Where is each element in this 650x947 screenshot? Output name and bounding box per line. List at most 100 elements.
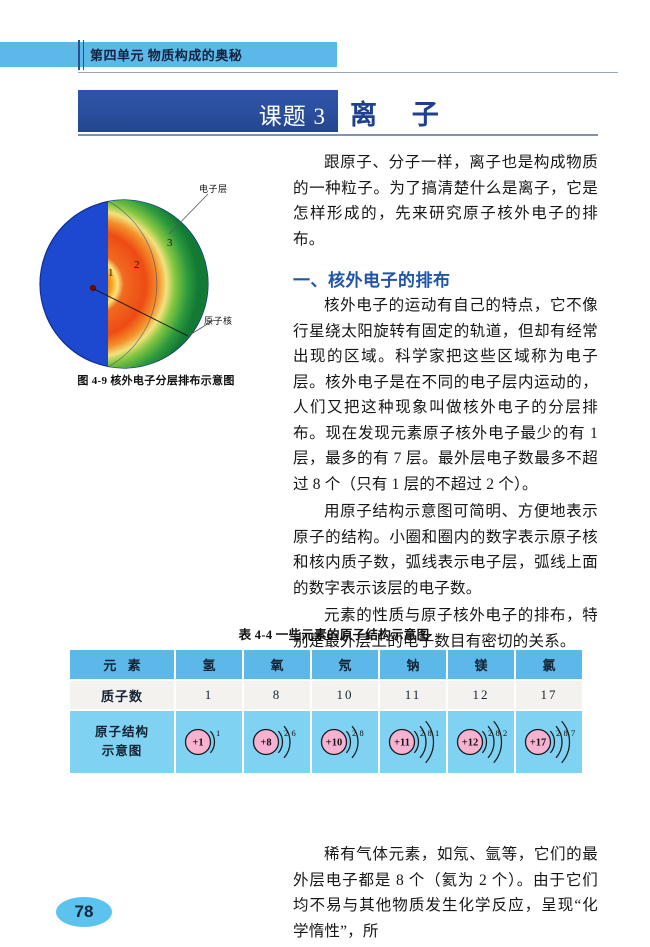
table-row-label-element: 元 素: [70, 650, 174, 679]
nucleus-circle: [184, 728, 212, 756]
table-cell-element: 钠: [380, 650, 446, 679]
atom-structure-diagram-cell: +1 1: [176, 711, 242, 773]
paragraph-noble-gases: 稀有气体元素，如氖、氩等，它们的最外层电子都是 8 个（氦为 2 个）。由于它们…: [293, 846, 598, 940]
closing-text-column: 稀有气体元素，如氖、氩等，它们的最外层电子都是 8 个（氦为 2 个）。由于它们…: [293, 842, 598, 946]
shell-number-3: 3: [167, 237, 173, 249]
table-cell-proton: 17: [516, 681, 582, 709]
table-row-label-proton: 质子数: [70, 681, 174, 709]
atom-cutaway-layers: [108, 200, 208, 368]
table-cell-element: 镁: [448, 650, 514, 679]
table-cell-proton: 11: [380, 681, 446, 709]
shell-electron-count: 2: [352, 728, 356, 738]
figure-atom-shell-diagram: 1 2 3 电子层 原子核: [36, 168, 276, 400]
atom-structure-diagram: +12 2 8 2: [456, 720, 507, 764]
table-cell-proton: 8: [244, 681, 310, 709]
shell-electron-count: 2: [488, 728, 492, 738]
table-cell-element: 氢: [176, 650, 242, 679]
lesson-title-text: 离 子: [350, 100, 453, 130]
paragraph-intro: 跟原子、分子一样，离子也是构成物质的一种粒子。为了搞清楚什么是离子，它是怎样形成…: [293, 154, 598, 248]
table-caption: 表 4-4 一些元素的原子结构示意图: [238, 628, 430, 642]
shell-electron-count: 2: [556, 728, 560, 738]
shell-electron-count: 1: [216, 728, 220, 738]
nucleus-charge-label: +8: [260, 738, 271, 749]
electron-shell-arc: [413, 730, 420, 754]
atom-structure-diagram: +17 2 8 7: [524, 720, 575, 764]
running-header-rule: [78, 40, 80, 70]
shell-electron-count: 8: [496, 728, 500, 738]
atom-structure-diagram: +11 2 8 1: [388, 720, 439, 764]
table-cell-element: 氧: [244, 650, 310, 679]
atom-structure-diagram-cell: +17 2 8 7: [516, 711, 582, 773]
nucleus-charge-label: +11: [394, 738, 410, 749]
table-row-label-diagram-line1: 原子结构: [94, 725, 149, 739]
leader-line-shell: [168, 193, 209, 235]
table-row-structure-diagrams: 原子结构 示意图 +1 1 +8 2 6 +10 2 8 +11 2 8 1 +12 2 8 2 +1…: [70, 711, 582, 773]
electron-shell-arc: [549, 730, 556, 754]
atom-structure-diagram-cell: +11 2 8 1: [380, 711, 446, 773]
atom-structure-diagram-cell: +10 2 8: [312, 711, 378, 773]
nucleus-charge-label: +1: [192, 738, 203, 749]
atom-structure-diagram: +10 2 8: [320, 725, 364, 759]
lesson-title-blue-block: 课题 3: [78, 90, 338, 132]
nucleus-charge-label: +12: [462, 738, 478, 749]
electron-shell-arc: [481, 730, 488, 754]
table-cell-element: 氖: [312, 650, 378, 679]
nucleus-charge-label: +17: [530, 738, 546, 749]
lesson-title-underline: [78, 134, 598, 136]
running-header-band: [0, 42, 337, 67]
shell-electron-count: 2: [503, 728, 507, 738]
paragraph-electron-motion: 核外电子的运动有自己的特点，它不像行星绕太阳旋转有固定的轨道，但却有经常出现的区…: [293, 297, 598, 493]
element-structure-table: 元 素 氢 氧 氖 钠 镁 氯 质子数 1 8 10 11 12 17 原子结构…: [68, 648, 584, 775]
lesson-title-bar: 课题 3 离 子: [78, 90, 598, 136]
section-heading-electron-arrangement: 一、核外电子的排布: [293, 271, 451, 290]
atom-structure-diagram: +8 2 6: [252, 725, 296, 759]
nucleus-circle: [524, 728, 552, 756]
electron-shell-arc: [283, 725, 291, 759]
atom-structure-diagram-cell: +12 2 8 2: [448, 711, 514, 773]
table-cell-proton: 12: [448, 681, 514, 709]
electron-shell-arc: [419, 725, 427, 759]
paragraph-structure-diagram: 用原子结构示意图可简明、方便地表示原子的结构。小圈和圈内的数字表示原子核和核内质…: [293, 503, 598, 597]
atom-structure-diagram: +1 1: [184, 728, 220, 756]
electron-shell-arc: [209, 730, 216, 754]
electron-shell-arc: [277, 730, 284, 754]
electron-shell-arc: [561, 720, 571, 764]
figure-label-nucleus: 原子核: [204, 316, 233, 326]
table-cell-element: 氯: [516, 650, 582, 679]
table-cell-proton: 1: [176, 681, 242, 709]
electron-shell-arc: [425, 720, 435, 764]
shell-electron-count: 2: [284, 728, 288, 738]
figure-label-electron-shell: 电子层: [199, 184, 228, 194]
shell-electron-count: 6: [292, 728, 296, 738]
electron-shell-arc: [493, 720, 503, 764]
table-cell-proton: 10: [312, 681, 378, 709]
nucleus-circle: [252, 728, 280, 756]
electron-shell-arc: [345, 730, 352, 754]
lesson-number-label: 课题 3: [258, 104, 326, 129]
leader-line-nucleus: [93, 288, 189, 337]
table-row-label-diagram: 原子结构 示意图: [70, 711, 174, 773]
running-header-unit-text: 第四单元 物质构成的奥秘: [90, 48, 243, 63]
shell-number-1: 1: [108, 267, 114, 279]
shell-electron-count: 8: [428, 728, 432, 738]
nucleus-circle: [388, 728, 416, 756]
figure-caption: 图 4-9 核外电子分层排布示意图: [77, 375, 235, 387]
atom-cross-section-illustration: 1 2 3: [39, 193, 215, 369]
shell-electron-count: 8: [564, 728, 568, 738]
page-number: 78: [56, 897, 112, 927]
shell-electron-count: 7: [571, 728, 575, 738]
table-row-label-diagram-line2: 示意图: [101, 744, 143, 758]
running-header-divider: [78, 72, 618, 73]
atom-nucleus-dot: [89, 284, 97, 292]
paragraph-element-properties: 元素的性质与原子核外电子的排布，特别是最外层上的电子数目有密切的关系。: [293, 607, 598, 650]
electron-shell-arc: [555, 725, 563, 759]
table-row-elements: 元 素 氢 氧 氖 钠 镁 氯: [70, 650, 582, 679]
table-row-proton-numbers: 质子数 1 8 10 11 12 17: [70, 681, 582, 709]
nucleus-circle: [320, 728, 348, 756]
running-header-rule-thin: [83, 40, 84, 70]
nucleus-circle: [456, 728, 484, 756]
shell-electron-count: 1: [435, 728, 439, 738]
shell-electron-count: 2: [420, 728, 424, 738]
body-text-column: 跟原子、分子一样，离子也是构成物质的一种粒子。为了搞清楚什么是离子，它是怎样形成…: [293, 150, 598, 656]
shell-electron-count: 8: [360, 728, 364, 738]
